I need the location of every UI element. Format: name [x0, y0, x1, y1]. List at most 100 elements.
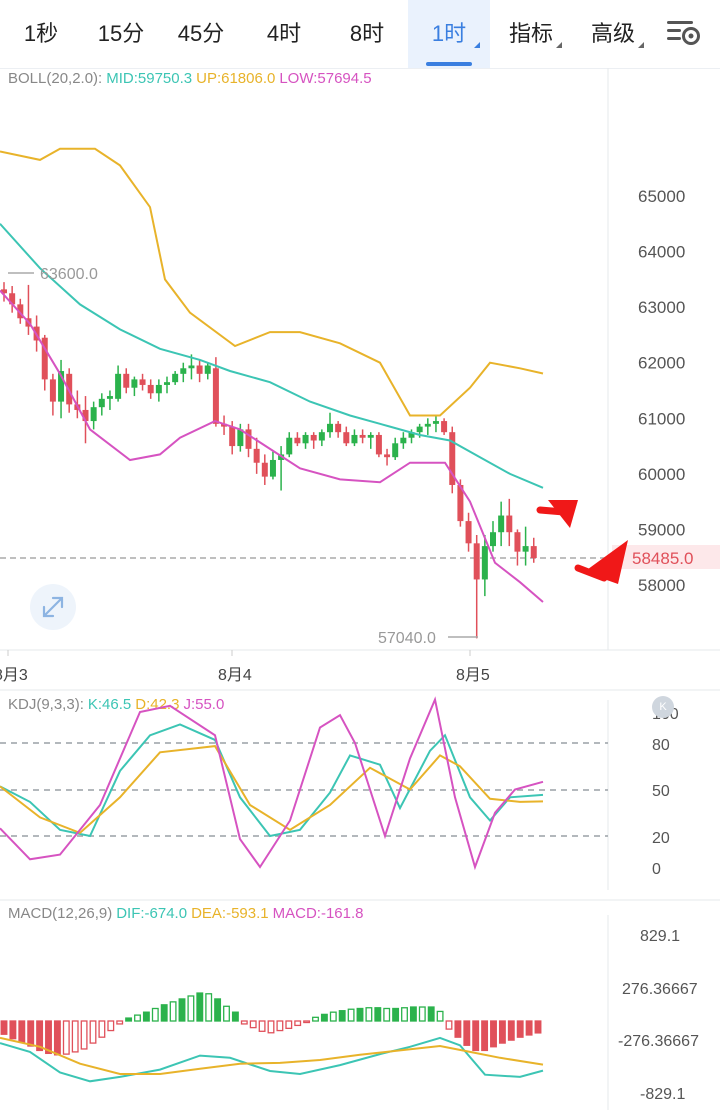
tab-label: 15分	[97, 21, 145, 46]
macd-bar-negative	[98, 1020, 106, 1038]
macd-bar-negative	[62, 1020, 70, 1055]
macd-tick-label: 276.36667	[622, 981, 698, 998]
candle-up	[131, 379, 138, 388]
candle-down	[384, 454, 391, 458]
tab-label: 指标	[508, 21, 553, 46]
tab-label: 4时	[266, 21, 302, 46]
macd-bar-positive	[383, 1007, 391, 1022]
candle-up	[237, 429, 244, 447]
macd-bar-negative	[71, 1020, 79, 1053]
price-tick-label: 61000	[638, 409, 685, 428]
macd-bar-negative	[445, 1020, 453, 1030]
macd-bar-negative	[285, 1020, 293, 1030]
candle-down	[343, 432, 350, 444]
kdj-d-value: D:42.3	[135, 696, 180, 713]
macd-bar-positive	[436, 1010, 444, 1022]
macd-bar-positive	[347, 1008, 355, 1022]
tab-4h[interactable]: 4时	[242, 0, 326, 68]
macd-bar-negative	[107, 1020, 115, 1032]
chart-settings-icon[interactable]	[664, 17, 704, 51]
candle-up	[106, 396, 113, 399]
macd-macd-value: MACD:-161.8	[272, 905, 364, 922]
macd-bar-negative	[116, 1020, 124, 1025]
candle-up	[351, 434, 358, 444]
tab-45m[interactable]: 45分	[160, 0, 242, 68]
macd-bar-positive	[196, 992, 204, 1022]
candle-up	[172, 373, 179, 383]
boll-layer	[0, 147, 544, 603]
tab-label: 45分	[177, 21, 225, 46]
macd-bar-negative	[303, 1020, 311, 1024]
tab-1s[interactable]: 1秒	[0, 0, 82, 68]
tab-label: 8时	[349, 21, 385, 46]
candle-up	[367, 434, 374, 438]
candle-down	[457, 484, 464, 522]
boll-mid-value: MID:59750.3	[106, 70, 193, 87]
macd-bar-positive	[338, 1010, 346, 1022]
macd-dea-line	[0, 1036, 544, 1075]
kdj-settings-button[interactable]: K	[652, 696, 674, 718]
kdj-layer	[0, 696, 544, 871]
candle-down	[465, 521, 472, 544]
macd-bar-negative	[490, 1020, 497, 1048]
tab-advanced[interactable]: 高级	[572, 0, 654, 68]
tab-label: 高级	[590, 21, 635, 46]
candle-up	[286, 437, 293, 455]
macd-bar-positive	[205, 993, 213, 1022]
tab-8h[interactable]: 8时	[326, 0, 408, 68]
candle-down	[1, 289, 7, 294]
candle-down	[310, 434, 317, 441]
macd-bar-positive	[214, 998, 222, 1022]
price-tick-label: 65000	[638, 187, 685, 206]
candle-up	[481, 546, 488, 580]
macd-bar-positive	[134, 1014, 141, 1022]
red-annotation-arrows	[536, 500, 628, 584]
kdj-tick-label: 50	[652, 783, 670, 800]
candle-up	[155, 384, 162, 394]
candle-down	[196, 365, 203, 374]
expand-chart-icon[interactable]	[30, 584, 76, 630]
candle-up	[392, 443, 399, 458]
candle-up	[204, 365, 211, 374]
candle-down	[514, 532, 521, 552]
macd-bar-positive	[178, 998, 186, 1022]
candle-up	[58, 371, 65, 402]
macd-bar-positive	[401, 1007, 408, 1022]
kdj-name: KDJ(9,3,3):	[8, 696, 84, 713]
macd-dea-value: DEA:-593.1	[191, 905, 269, 922]
macd-bar-positive	[329, 1011, 337, 1022]
macd-layer	[0, 992, 544, 1083]
tab-15m[interactable]: 15分	[82, 0, 160, 68]
macd-bar-negative	[9, 1020, 17, 1040]
candle-up	[318, 432, 325, 441]
candle-up	[498, 515, 505, 533]
kdj-tick-label: 20	[652, 830, 670, 847]
macd-bar-positive	[356, 1007, 364, 1022]
macd-bar-negative	[507, 1020, 515, 1041]
candle-down	[212, 368, 219, 424]
active-tab-indicator	[426, 62, 472, 66]
price-tick-label: 63000	[638, 298, 685, 317]
candle-up	[490, 532, 496, 547]
macd-bar-negative	[36, 1020, 44, 1052]
macd-bar-negative	[249, 1020, 257, 1029]
boll-low-value: LOW:57694.5	[279, 70, 372, 87]
current-price-label: 58485.0	[632, 549, 693, 568]
macd-bar-negative	[525, 1020, 533, 1036]
high-label: 63600.0	[40, 266, 98, 283]
macd-bar-positive	[187, 995, 195, 1022]
macd-bar-negative	[45, 1020, 52, 1055]
macd-legend: MACD(12,26,9) DIF:-674.0 DEA:-593.1 MACD:-1…	[8, 905, 368, 922]
tab-1h[interactable]: 1时	[408, 0, 490, 68]
tab-indicators[interactable]: 指标	[490, 0, 572, 68]
kdj-tick-label: 80	[652, 737, 670, 754]
macd-bar-negative	[294, 1020, 302, 1027]
candle-down	[245, 429, 252, 449]
boll-up-value: UP:61806.0	[196, 70, 276, 87]
date-tick-label: 8月4	[218, 667, 252, 684]
macd-bar-negative	[18, 1020, 26, 1043]
candle-down	[139, 379, 146, 385]
price-tick-label: 62000	[638, 354, 685, 373]
candle-down	[335, 423, 342, 433]
